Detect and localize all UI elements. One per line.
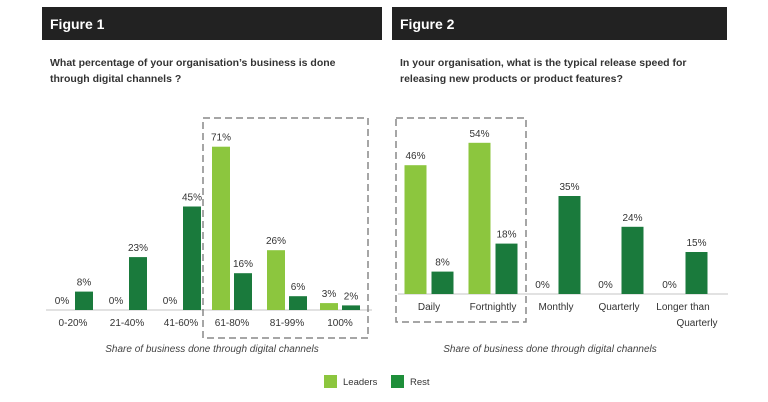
tick-label: Monthly bbox=[538, 302, 573, 313]
bar-leaders bbox=[320, 303, 338, 310]
data-label: 2% bbox=[344, 291, 359, 302]
data-label: 0% bbox=[598, 280, 613, 291]
bar-leaders bbox=[468, 142, 491, 294]
bar-leaders bbox=[212, 146, 230, 310]
data-label: 24% bbox=[622, 213, 642, 224]
tick-label: Fortnightly bbox=[470, 302, 517, 313]
legend-label: Leaders bbox=[343, 377, 378, 388]
tick-label: 41-60% bbox=[164, 318, 199, 329]
bar-rest bbox=[183, 206, 201, 310]
bar-rest bbox=[431, 271, 454, 294]
chart-title: releasing new products or product featur… bbox=[400, 73, 623, 85]
legend-swatch bbox=[324, 375, 337, 388]
x-axis-label: Share of business done through digital c… bbox=[105, 344, 318, 355]
data-label: 8% bbox=[77, 278, 92, 289]
bar-rest bbox=[234, 273, 252, 310]
figure-header-bar bbox=[42, 7, 382, 40]
data-label: 45% bbox=[182, 193, 202, 204]
data-label: 18% bbox=[496, 230, 516, 241]
data-label: 3% bbox=[322, 289, 337, 300]
bar-rest bbox=[685, 252, 708, 294]
highlight-box bbox=[202, 117, 369, 339]
figure-header-bar bbox=[392, 7, 727, 40]
figure-header: Figure 2 bbox=[400, 16, 455, 32]
tick-label: 81-99% bbox=[270, 318, 305, 329]
tick-label: 61-80% bbox=[215, 318, 250, 329]
x-axis-label: Share of business done through digital c… bbox=[443, 344, 656, 355]
bar-rest bbox=[342, 305, 360, 310]
data-label: 46% bbox=[405, 151, 425, 162]
data-label: 8% bbox=[435, 258, 450, 269]
bar-rest bbox=[495, 243, 518, 294]
bar-rest bbox=[129, 257, 147, 310]
chart-title: What percentage of your organisation’s b… bbox=[50, 57, 336, 69]
data-label: 6% bbox=[291, 282, 306, 293]
highlight-box bbox=[395, 117, 527, 323]
chart-title: through digital channels ? bbox=[50, 73, 181, 85]
bar-rest bbox=[558, 196, 581, 294]
data-label: 0% bbox=[535, 280, 550, 291]
tick-label: 0-20% bbox=[59, 318, 88, 329]
chart-title: In your organisation, what is the typica… bbox=[400, 57, 687, 69]
bar-leaders bbox=[404, 165, 427, 294]
bar-rest bbox=[289, 296, 307, 310]
tick-label: Daily bbox=[418, 302, 440, 313]
tick-label: 100% bbox=[327, 318, 353, 329]
tick-label: Quarterly bbox=[676, 318, 717, 329]
data-label: 0% bbox=[109, 296, 124, 307]
figure-header: Figure 1 bbox=[50, 16, 105, 32]
tick-label: Quarterly bbox=[598, 302, 639, 313]
data-label: 23% bbox=[128, 243, 148, 254]
data-label: 35% bbox=[559, 182, 579, 193]
legend-label: Rest bbox=[410, 377, 430, 388]
bar-leaders bbox=[267, 250, 285, 310]
data-label: 0% bbox=[662, 280, 677, 291]
tick-label: Longer than bbox=[656, 302, 709, 313]
bar-rest bbox=[75, 291, 93, 310]
data-label: 0% bbox=[55, 296, 70, 307]
data-label: 26% bbox=[266, 236, 286, 247]
data-label: 71% bbox=[211, 133, 231, 144]
data-label: 0% bbox=[163, 296, 178, 307]
data-label: 16% bbox=[233, 259, 253, 270]
legend-swatch bbox=[391, 375, 404, 388]
bar-rest bbox=[621, 226, 644, 294]
data-label: 54% bbox=[469, 129, 489, 140]
tick-label: 21-40% bbox=[110, 318, 145, 329]
data-label: 15% bbox=[686, 238, 706, 249]
